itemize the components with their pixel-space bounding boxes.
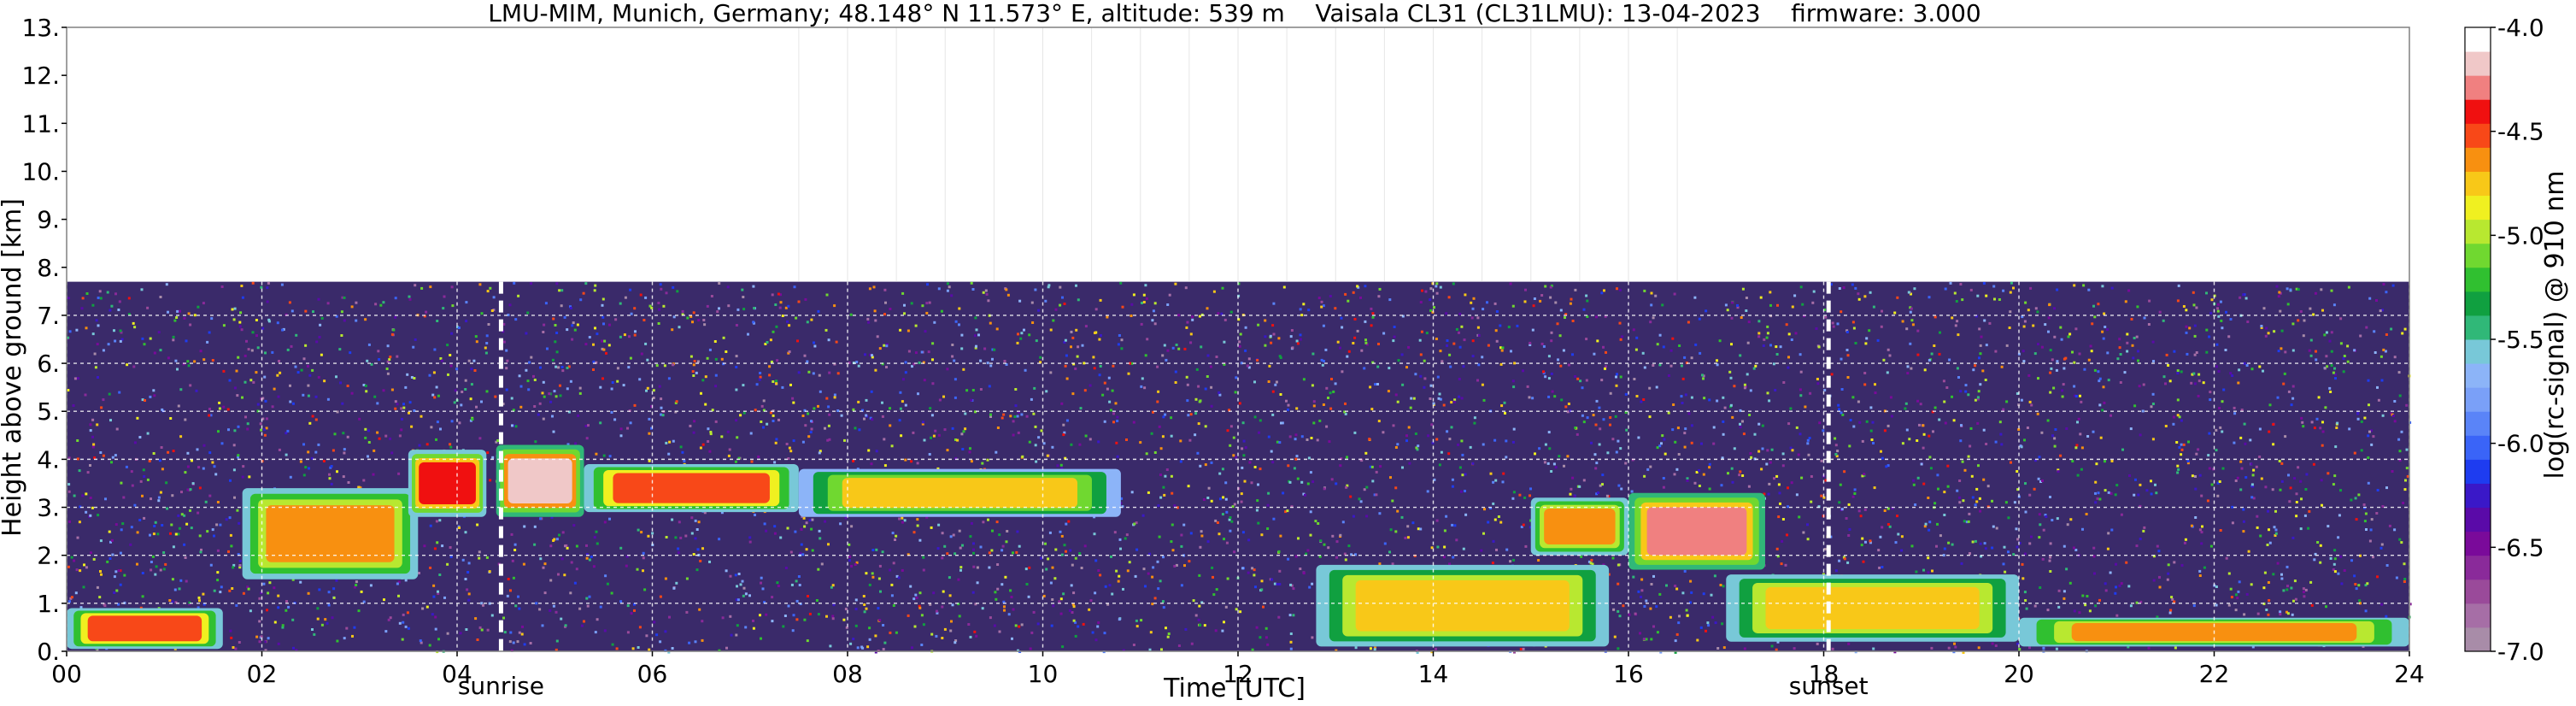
backscatter-layer xyxy=(266,505,395,562)
x-tick-label: 22 xyxy=(2199,660,2230,688)
y-tick-label: 6. xyxy=(37,350,60,378)
colorbar-swatch xyxy=(2465,75,2491,100)
colorbar-swatch xyxy=(2465,603,2491,628)
colorbar-swatch xyxy=(2465,51,2491,76)
y-tick-label: 1. xyxy=(37,590,60,618)
y-tick-label: 12. xyxy=(21,62,60,90)
y-tick-label: 4. xyxy=(37,445,60,474)
y-tick-label: 9. xyxy=(37,206,60,234)
x-tick-label: 06 xyxy=(637,660,668,688)
colorbar-swatch xyxy=(2465,411,2491,436)
colorbar-swatch xyxy=(2465,387,2491,412)
backscatter-layer xyxy=(1355,580,1570,632)
x-tick-label: 04 xyxy=(442,660,472,688)
y-tick-label: 11. xyxy=(21,109,60,138)
colorbar-swatch xyxy=(2465,579,2491,604)
plot-area: sunrise sunset xyxy=(66,26,2412,700)
backscatter-layer xyxy=(87,615,202,642)
colorbar-tick-label: -6.0 xyxy=(2497,430,2544,458)
backscatter-layer xyxy=(419,462,476,505)
colorbar-tick-label: -5.5 xyxy=(2497,326,2544,354)
colorbar-swatch xyxy=(2465,195,2491,221)
colorbar-swatch xyxy=(2465,555,2491,580)
colorbar-label: log(rc-signal) @ 910 nm xyxy=(2540,171,2570,479)
grid-upper xyxy=(798,27,1678,282)
backscatter-layer xyxy=(1646,507,1747,556)
colorbar-tick-label: -4.5 xyxy=(2497,118,2544,146)
x-tick-label: 14 xyxy=(1418,660,1449,688)
x-tick-label: 20 xyxy=(2004,660,2034,688)
colorbar-swatch xyxy=(2465,627,2491,652)
annotation-label: sunset xyxy=(1789,672,1869,700)
colorbar-swatch xyxy=(2465,507,2491,532)
colorbar-swatch xyxy=(2465,27,2491,52)
x-tick-label: 16 xyxy=(1613,660,1644,688)
colorbar-swatch xyxy=(2465,267,2491,292)
backscatter-layer xyxy=(1544,508,1616,545)
x-tick-label: 10 xyxy=(1028,660,1059,688)
chart-title: LMU-MIM, Munich, Germany; 48.148° N 11.5… xyxy=(488,0,1981,27)
colorbar-tick-label: -4.0 xyxy=(2497,14,2544,42)
colorbar-swatch xyxy=(2465,315,2491,340)
colorbar-swatch xyxy=(2465,123,2491,148)
colorbar-swatch xyxy=(2465,99,2491,124)
colorbar-swatch xyxy=(2465,459,2491,484)
y-axis: 0. 1. 2. 3. 4. 5. 6. 7. 8. 9. 10. 11. 12. 13. xyxy=(21,14,67,666)
y-tick-label: 8. xyxy=(37,254,60,282)
y-tick-label: 0. xyxy=(37,638,60,666)
colorbar-swatch xyxy=(2465,339,2491,364)
colorbar-swatch xyxy=(2465,531,2491,556)
y-tick-label: 2. xyxy=(37,542,60,570)
y-tick-label: 10. xyxy=(21,157,60,185)
colorbar-tick-label: -5.0 xyxy=(2497,221,2544,250)
backscatter-layer xyxy=(508,458,572,503)
backscatter-layer xyxy=(1765,586,1980,630)
colorbar: -4.0 -4.5 -5.0 -5.5 -6.0 -6.5 -7.0 xyxy=(2464,14,2544,666)
colorbar-swatch xyxy=(2465,219,2491,244)
x-tick-label: 12 xyxy=(1223,660,1253,688)
colorbar-swatch xyxy=(2465,435,2491,460)
colorbar-swatch xyxy=(2465,147,2491,172)
y-axis-label: Height above ground [km] xyxy=(0,198,27,537)
colorbar-tick-label: -6.5 xyxy=(2497,533,2544,562)
colorbar-swatch xyxy=(2465,291,2491,316)
x-tick-label: 08 xyxy=(832,660,863,688)
colorbar-tick-label: -7.0 xyxy=(2497,638,2544,666)
x-tick-label: 24 xyxy=(2394,660,2425,688)
y-tick-label: 5. xyxy=(37,397,60,426)
backscatter-layer xyxy=(613,473,770,503)
y-tick-label: 7. xyxy=(37,302,60,330)
annotation-label: sunrise xyxy=(458,672,544,700)
x-axis-label: Time [UTC] xyxy=(1163,674,1306,703)
colorbar-swatch xyxy=(2465,243,2491,268)
y-tick-label: 3. xyxy=(37,494,60,522)
backscatter-layer xyxy=(842,478,1078,509)
colorbar-swatch xyxy=(2465,363,2491,388)
y-tick-label: 13. xyxy=(21,14,60,42)
x-axis: 00 02 04 06 08 10 12 14 16 18 20 22 24 xyxy=(51,651,2425,688)
colorbar-swatch xyxy=(2465,483,2491,509)
x-tick-label: 18 xyxy=(1809,660,1840,688)
x-tick-label: 00 xyxy=(51,660,82,688)
x-tick-label: 02 xyxy=(247,660,278,688)
colorbar-swatch xyxy=(2465,171,2491,197)
